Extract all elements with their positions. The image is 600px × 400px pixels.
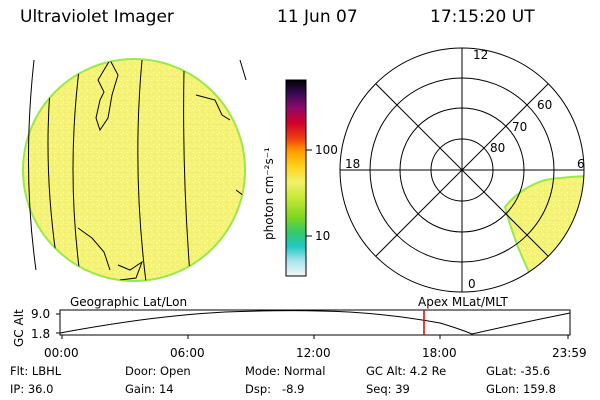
timeline-y-tick-label: 9.0 bbox=[31, 307, 51, 321]
meridian-line bbox=[27, 59, 37, 271]
meridian-line bbox=[47, 89, 57, 256]
colorbar bbox=[285, 79, 312, 277]
meridian-line bbox=[239, 59, 247, 81]
colorbar-tick-label: 100 bbox=[315, 143, 338, 157]
status-glat: GLat: -35.6 bbox=[486, 364, 551, 378]
status-glon: GLon: 159.8 bbox=[486, 382, 556, 396]
timeline-x-tick-label: 00:00 bbox=[44, 346, 79, 360]
colorbar-tick-label: 10 bbox=[315, 229, 331, 243]
meridian-line bbox=[72, 61, 81, 276]
meridian-line bbox=[137, 59, 147, 281]
status-dsp: Dsp: -8.9 bbox=[245, 382, 305, 396]
timeline-x-tick-label: 23:59 bbox=[552, 346, 587, 360]
lat-label-70: 70 bbox=[512, 120, 528, 134]
timeline-x-tick-label: 18:00 bbox=[422, 346, 457, 360]
mlt-label-0: 0 bbox=[468, 277, 476, 291]
coastline-path bbox=[77, 227, 111, 271]
timeline-right-caption: Apex MLat/MLT bbox=[418, 295, 508, 309]
altitude-curve bbox=[59, 310, 571, 335]
coastline-path bbox=[95, 59, 119, 132]
timeline-x-tick-label: 12:00 bbox=[296, 346, 331, 360]
lat-label-60: 60 bbox=[537, 98, 553, 112]
time-label: 17:15:20 UT bbox=[430, 7, 535, 27]
mlt-label-18: 18 bbox=[345, 157, 361, 171]
status-mode: Mode: Normal bbox=[245, 364, 326, 378]
coastline-path bbox=[195, 94, 231, 121]
colorbar-unit-label: photon cm⁻²s⁻¹ bbox=[262, 147, 276, 240]
meridian-line bbox=[183, 69, 191, 276]
timeline-panel bbox=[56, 309, 571, 339]
date-label: 11 Jun 07 bbox=[277, 7, 358, 27]
mlt-label-12: 12 bbox=[473, 48, 489, 62]
timeline-y-tick-label: 1.8 bbox=[31, 327, 51, 341]
status-ip: IP: 36.0 bbox=[10, 382, 54, 396]
status-flt: Flt: LBHL bbox=[10, 364, 62, 378]
status-seq: Seq: 39 bbox=[366, 382, 410, 396]
mlt-label-6: 6 bbox=[577, 157, 585, 171]
app-title: Ultraviolet Imager bbox=[20, 7, 174, 27]
polar-axis-line bbox=[375, 83, 549, 257]
timeline-left-caption: Geographic Lat/Lon bbox=[70, 295, 188, 309]
coastline-path bbox=[117, 260, 144, 281]
polar-plot bbox=[339, 47, 585, 293]
colorbar-gradient bbox=[285, 79, 307, 277]
timeline-x-tick-label: 06:00 bbox=[170, 346, 205, 360]
status-gc-alt: GC Alt: 4.2 Re bbox=[366, 364, 447, 378]
timeline-frame bbox=[59, 309, 571, 336]
status-gain: Gain: 14 bbox=[125, 382, 174, 396]
lat-label-80: 80 bbox=[490, 141, 506, 155]
status-door: Door: Open bbox=[125, 364, 191, 378]
earth-disk-image bbox=[22, 58, 247, 282]
timeline-ylabel: GC Alt bbox=[12, 309, 26, 347]
